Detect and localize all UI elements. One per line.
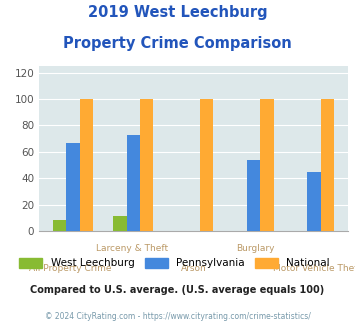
Bar bbox=[127, 135, 140, 231]
Bar bbox=[307, 172, 321, 231]
Text: Burglary: Burglary bbox=[236, 244, 274, 253]
Bar bbox=[53, 220, 66, 231]
Bar bbox=[66, 143, 80, 231]
Text: Property Crime Comparison: Property Crime Comparison bbox=[63, 36, 292, 51]
Bar bbox=[260, 99, 274, 231]
Legend: West Leechburg, Pennsylvania, National: West Leechburg, Pennsylvania, National bbox=[20, 258, 330, 268]
Bar bbox=[140, 99, 153, 231]
Bar bbox=[247, 160, 260, 231]
Text: Arson: Arson bbox=[181, 264, 206, 273]
Text: Motor Vehicle Theft: Motor Vehicle Theft bbox=[273, 264, 355, 273]
Bar bbox=[113, 216, 127, 231]
Bar bbox=[200, 99, 213, 231]
Bar bbox=[321, 99, 334, 231]
Text: 2019 West Leechburg: 2019 West Leechburg bbox=[88, 5, 267, 20]
Text: Compared to U.S. average. (U.S. average equals 100): Compared to U.S. average. (U.S. average … bbox=[31, 285, 324, 295]
Text: © 2024 CityRating.com - https://www.cityrating.com/crime-statistics/: © 2024 CityRating.com - https://www.city… bbox=[45, 312, 310, 321]
Bar bbox=[80, 99, 93, 231]
Text: All Property Crime: All Property Crime bbox=[29, 264, 111, 273]
Text: Larceny & Theft: Larceny & Theft bbox=[95, 244, 168, 253]
